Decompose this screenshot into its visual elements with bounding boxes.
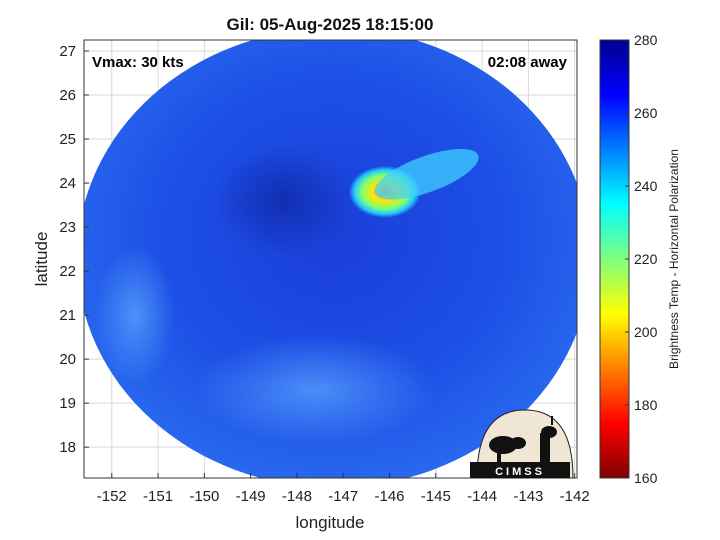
circulation-center — [213, 145, 354, 256]
colorbar-label: Brightness Temp - Horizontal Polarizatio… — [667, 149, 681, 369]
time-away-annotation: 02:08 away — [488, 54, 568, 71]
colorbar-tick-label: 200 — [634, 324, 658, 340]
x-tick-label: -151 — [143, 488, 173, 505]
colorbar-tick-label: 280 — [634, 32, 658, 48]
y-tick-label: 19 — [59, 395, 76, 412]
chart-title: Gil: 05-Aug-2025 18:15:00 — [227, 15, 434, 34]
y-tick-label: 27 — [59, 43, 76, 60]
y-tick-label: 25 — [59, 131, 76, 148]
y-ticks: 18 19 20 21 22 23 24 25 26 27 — [59, 43, 89, 456]
x-tick-label: -143 — [513, 488, 543, 505]
x-tick-label: -146 — [375, 488, 405, 505]
x-tick-label: -145 — [421, 488, 451, 505]
x-ticks: -152 -151 -150 -149 -148 -147 -146 -145 -144 -143… — [97, 473, 590, 505]
y-tick-label: 18 — [59, 439, 76, 456]
vmax-annotation: Vmax: 30 kts — [92, 54, 184, 71]
cloud-band — [374, 148, 479, 200]
colorbar-tick-label: 260 — [634, 105, 658, 121]
x-tick-label: -149 — [236, 488, 266, 505]
x-tick-label: -142 — [560, 488, 590, 505]
y-tick-label: 23 — [59, 219, 76, 236]
x-tick-label: -152 — [97, 488, 127, 505]
colorbar: 160 180 200 220 240 260 280 Brightness Temp - … — [599, 32, 681, 486]
colorbar-tick-label: 240 — [634, 178, 658, 194]
x-tick-label: -144 — [467, 488, 497, 505]
y-tick-label: 20 — [59, 351, 76, 368]
colorbar-tick-label: 180 — [634, 397, 658, 413]
y-axis-label: latitude — [32, 232, 51, 287]
x-tick-label: -147 — [328, 488, 358, 505]
x-tick-label: -148 — [282, 488, 312, 505]
plot-area: -152 -151 -150 -149 -148 -147 -146 -145 -144 -143… — [59, 39, 590, 505]
y-tick-label: 21 — [59, 307, 76, 324]
y-tick-label: 24 — [59, 175, 76, 192]
colorbar-tick-label: 220 — [634, 251, 658, 267]
colorbar-tick-label: 160 — [634, 470, 658, 486]
colorbar-bar — [599, 39, 630, 479]
y-tick-label: 26 — [59, 87, 76, 104]
y-tick-label: 22 — [59, 263, 76, 280]
plot-frame — [83, 39, 578, 479]
lower-swath-region — [195, 334, 436, 445]
colorbar-ticks: 160 180 200 220 240 260 280 — [625, 32, 658, 486]
x-tick-label: -150 — [189, 488, 219, 505]
logo-text: CIMSS — [495, 466, 545, 478]
cimss-logo: CIMSS — [470, 409, 574, 479]
west-swath-region — [94, 245, 175, 386]
x-axis-label: longitude — [295, 513, 364, 532]
swath-layer — [84, 40, 577, 478]
